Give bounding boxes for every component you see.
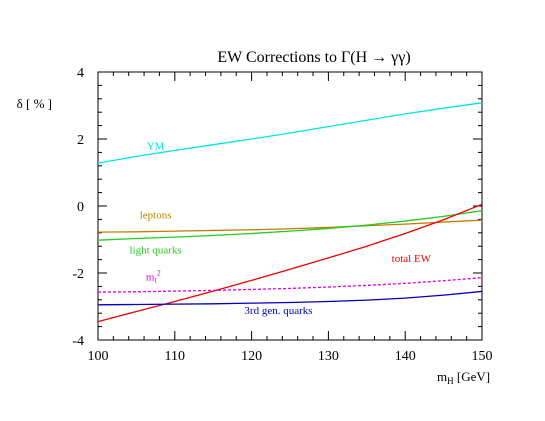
series-label-leptons: leptons <box>140 210 172 222</box>
x-axis-label-sub: H <box>447 376 454 386</box>
x-axis-label: mH [GeV] <box>437 369 490 386</box>
series-line-leptons <box>97 219 483 233</box>
x-tick-label: 120 <box>241 349 262 364</box>
series-line-m-t-2 <box>97 277 483 293</box>
chart-title: EW Corrections to Γ(H → γγ) <box>217 49 410 66</box>
series-label-ym: YM <box>147 141 165 153</box>
series-label-m-t-2: mt2 <box>146 268 161 284</box>
y-tick-label: 2 <box>77 133 84 148</box>
series-label-3rd-gen-quarks: 3rd gen. quarks <box>244 305 312 317</box>
series-line-light-quarks <box>97 210 483 241</box>
series-line-ym <box>97 102 483 164</box>
x-tick-label: 110 <box>165 349 185 364</box>
series-label-total-ew: total EW <box>392 253 432 265</box>
x-axis-label-unit: [GeV] <box>454 369 490 384</box>
y-axis-label: δ [ % ] <box>17 96 52 111</box>
y-tick-label: 4 <box>77 66 84 81</box>
x-tick-label: 140 <box>395 349 416 364</box>
series-line-3rd-gen-quarks <box>97 290 483 306</box>
x-tick-label: 150 <box>472 349 493 364</box>
plot-frame <box>97 71 483 341</box>
y-tick-label: 0 <box>77 200 84 215</box>
series-label-light-quarks: light quarks <box>129 245 181 257</box>
y-tick-label: -4 <box>72 334 84 349</box>
y-tick-label: -2 <box>72 267 84 282</box>
x-tick-label: 130 <box>318 349 339 364</box>
x-tick-label: 100 <box>88 349 109 364</box>
plot-area: 100 110 120 130 140 150 4 2 0 -2 -4 YM leptons light … <box>72 66 492 364</box>
x-axis-label-main: m <box>437 369 447 384</box>
